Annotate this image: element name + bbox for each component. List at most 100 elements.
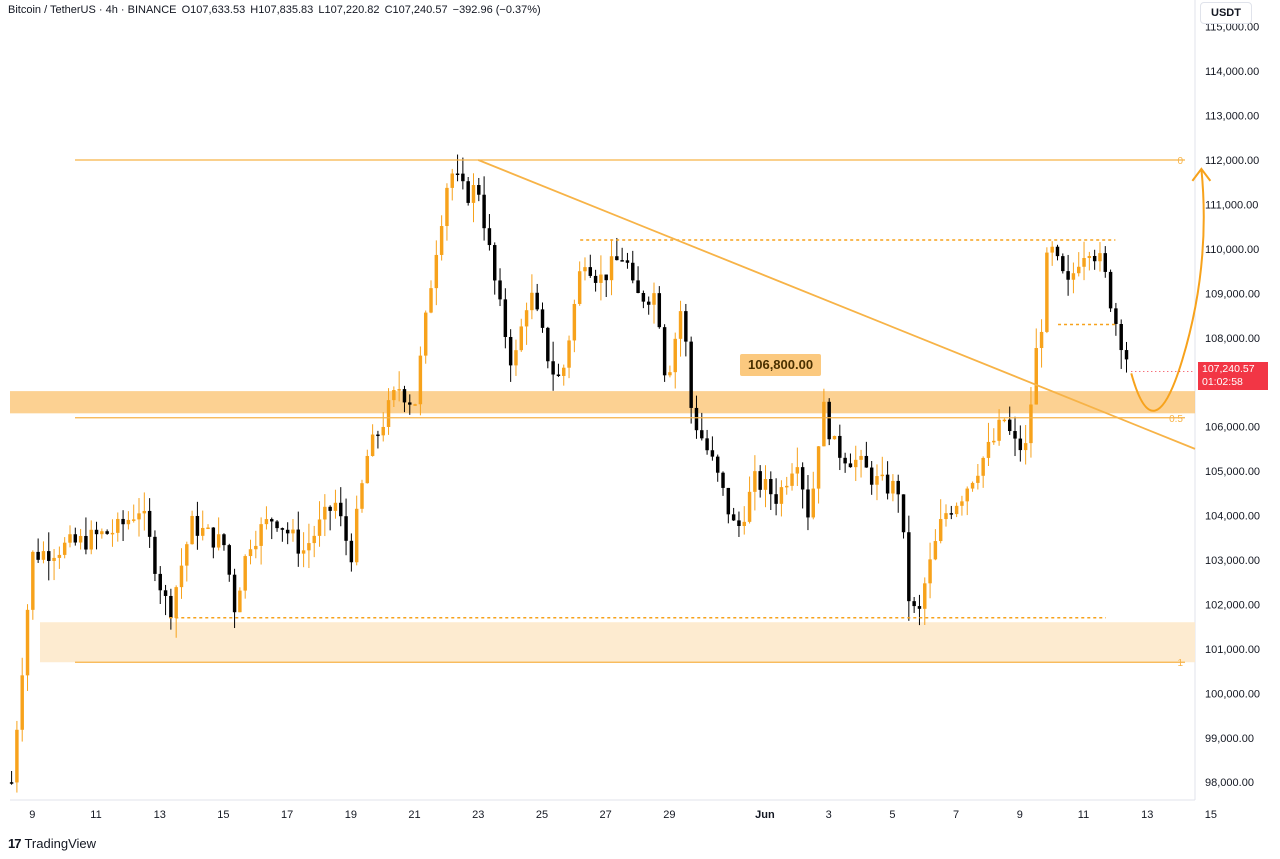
candle-down <box>503 299 508 337</box>
candle-up <box>747 491 752 522</box>
x-tick-label: 23 <box>472 809 484 821</box>
candle-down <box>546 327 550 362</box>
candle-up <box>524 310 529 327</box>
y-tick-label: 110,000.00 <box>1205 244 1259 256</box>
candle-down <box>275 521 279 529</box>
x-tick-label: 7 <box>953 809 959 821</box>
candle-down <box>885 474 890 494</box>
tradingview-brand[interactable]: 17 TradingView <box>8 834 96 852</box>
candle-down <box>641 293 646 302</box>
candle-down <box>896 480 900 495</box>
candle-down <box>498 280 502 300</box>
ohlc-open: O107,633.53 <box>181 4 246 16</box>
candle-up <box>1045 252 1049 332</box>
candle-up <box>795 467 800 474</box>
candle-up <box>333 502 338 511</box>
candle-up <box>57 554 62 558</box>
candle-down <box>455 173 460 176</box>
candle-down <box>907 532 911 602</box>
candle-up <box>254 545 258 550</box>
candle-up <box>891 480 895 494</box>
candle-up <box>429 288 433 313</box>
x-tick-label: 21 <box>408 809 420 821</box>
level-label[interactable]: 106,800.00 <box>740 354 822 376</box>
candle-down <box>163 590 168 596</box>
candle-down <box>487 228 492 246</box>
candle-down <box>800 467 805 490</box>
candle-up <box>816 446 821 489</box>
candle-up <box>599 274 603 283</box>
candle-up <box>933 541 938 560</box>
candle-up <box>1002 419 1007 422</box>
candle-up <box>68 534 72 543</box>
zones <box>10 391 1195 663</box>
candle-down <box>774 494 778 504</box>
candle-down <box>211 527 216 548</box>
fib-level-05-label: 0.5 <box>1169 414 1183 425</box>
candle-up <box>206 527 210 530</box>
last-price-tag: 107,240.57 01:02:58 <box>1198 362 1268 390</box>
candle-down <box>477 185 481 195</box>
supply-demand-zone <box>10 391 1195 414</box>
candle-up <box>423 312 428 356</box>
drawings: 00.51 <box>75 156 1212 669</box>
candle-down <box>9 782 14 784</box>
candle-down <box>158 573 162 591</box>
x-tick-label: 3 <box>826 809 832 821</box>
candle-up <box>923 583 927 609</box>
projection-curve <box>1130 168 1205 412</box>
candle-down <box>344 516 348 541</box>
candle-up <box>753 471 757 492</box>
candle-down <box>508 336 513 366</box>
candle-up <box>954 505 959 515</box>
candle-down <box>838 435 842 458</box>
candle-up <box>785 485 789 488</box>
x-tick-label: 19 <box>345 809 357 821</box>
candle-down <box>731 514 736 521</box>
candle-up <box>1098 253 1102 262</box>
candle-up <box>577 271 582 304</box>
y-tick-label: 109,000.00 <box>1205 288 1260 300</box>
candle-up <box>562 367 566 376</box>
candle-up <box>185 544 189 566</box>
candle-down <box>1066 271 1070 280</box>
candle-down <box>827 401 831 440</box>
candle-up <box>572 303 577 341</box>
y-tick-label: 114,000.00 <box>1205 66 1259 78</box>
candle-up <box>323 506 327 520</box>
candle-up <box>1029 404 1033 444</box>
candle-up <box>397 389 401 391</box>
candle-down <box>47 551 51 561</box>
candle-up <box>418 355 423 405</box>
candle-up <box>200 527 205 536</box>
candle-down <box>625 260 630 263</box>
candle-down <box>662 327 667 376</box>
y-tick-label: 102,000.00 <box>1205 599 1260 611</box>
symbol-header[interactable]: Bitcoin / TetherUS · 4h · BINANCE O107,6… <box>8 4 543 16</box>
projection-arrow-icon <box>1191 167 1212 182</box>
candle-up <box>1050 246 1054 253</box>
candle-up <box>938 519 943 542</box>
candle-down <box>73 534 78 543</box>
candle-up <box>78 535 83 543</box>
currency-unit-button[interactable]: USDT <box>1200 2 1252 24</box>
candle-up <box>20 675 24 730</box>
candle-up <box>317 519 322 536</box>
candle-down <box>615 256 619 261</box>
candle-down <box>169 595 173 618</box>
candle-down <box>631 262 635 281</box>
candle-up <box>238 590 242 613</box>
ohlc-change: −392.96 (−0.37%) <box>452 4 541 16</box>
candle-up <box>248 549 253 557</box>
candle-up <box>859 455 863 460</box>
ohlc-high: H107,835.83 <box>250 4 314 16</box>
candle-up <box>307 543 311 551</box>
x-tick-label: 27 <box>600 809 612 821</box>
y-tick-label: 113,000.00 <box>1205 111 1259 123</box>
candle-down <box>270 519 274 522</box>
candle-up <box>1077 266 1081 274</box>
candle-down <box>700 430 704 439</box>
ohlc-low: L107,220.82 <box>318 4 380 16</box>
candle-down <box>1119 323 1123 351</box>
